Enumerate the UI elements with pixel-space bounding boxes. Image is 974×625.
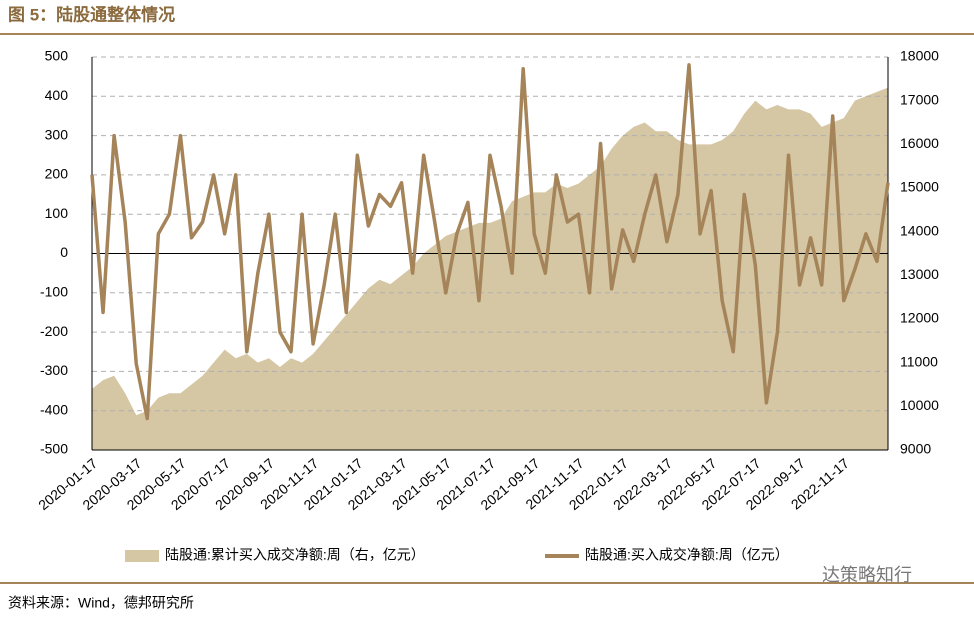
y2-tick-label: 17000 [900,91,939,107]
y2-tick-label: 15000 [900,179,939,195]
y-tick-label: 200 [45,166,69,182]
chart-title: 图 5：陆股通整体情况 [8,4,175,24]
source: 资料来源：Wind，德邦研究所 [8,595,194,611]
watermark: 达策略知行 [822,565,912,585]
y-tick-label: 500 [45,48,69,64]
y-tick-label: 400 [45,87,69,103]
y2-tick-label: 12000 [900,310,939,326]
y-tick-label: 300 [45,126,69,142]
legend-label: 陆股通:累计买入成交净额:周（右，亿元） [165,547,425,563]
y-tick-label: -400 [40,401,68,417]
y-tick-label: 100 [45,205,69,221]
y-tick-label: -500 [40,441,68,457]
y2-tick-label: 10000 [900,397,939,413]
y2-tick-label: 11000 [900,353,938,369]
legend-swatch [125,550,159,562]
y2-tick-label: 13000 [900,266,939,282]
y2-tick-label: 14000 [900,222,939,238]
y-tick-label: 0 [60,244,68,260]
y2-tick-label: 9000 [900,441,931,457]
line [90,63,890,421]
y2-tick-label: 18000 [900,48,939,64]
y-tick-label: -100 [40,284,68,300]
y-tick-label: -200 [40,323,68,339]
legend-label: 陆股通:买入成交净额:周（亿元） [585,547,789,563]
y2-tick-label: 16000 [900,135,939,151]
area [92,87,888,451]
y-tick-label: -300 [40,362,68,378]
